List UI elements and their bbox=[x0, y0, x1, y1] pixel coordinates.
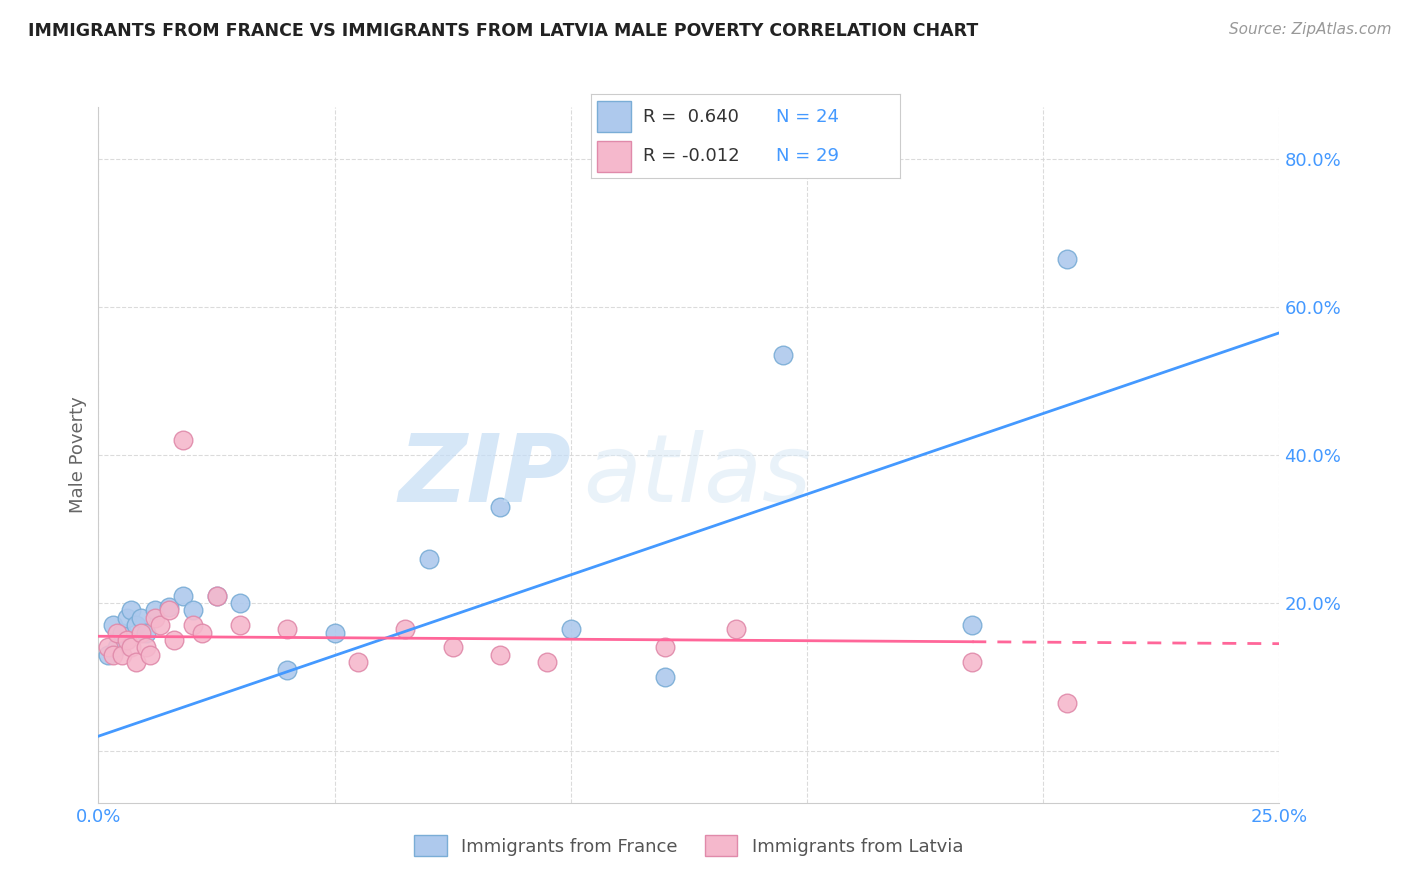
Point bbox=[149, 618, 172, 632]
Point bbox=[135, 640, 157, 655]
Point bbox=[205, 589, 228, 603]
Point bbox=[205, 589, 228, 603]
Point bbox=[121, 603, 143, 617]
Text: N = 24: N = 24 bbox=[776, 108, 839, 126]
Point bbox=[323, 625, 346, 640]
Point bbox=[536, 655, 558, 669]
Point bbox=[654, 670, 676, 684]
Point bbox=[115, 632, 138, 647]
Point bbox=[97, 640, 120, 655]
Point bbox=[276, 622, 298, 636]
Text: ZIP: ZIP bbox=[398, 430, 571, 522]
Point bbox=[105, 640, 128, 655]
Point bbox=[121, 640, 143, 655]
Point bbox=[143, 611, 166, 625]
Text: R = -0.012: R = -0.012 bbox=[643, 147, 740, 165]
Point bbox=[111, 648, 134, 662]
Point bbox=[157, 603, 180, 617]
Point bbox=[125, 655, 148, 669]
Point bbox=[135, 625, 157, 640]
Legend: Immigrants from France, Immigrants from Latvia: Immigrants from France, Immigrants from … bbox=[408, 828, 970, 863]
Point bbox=[725, 622, 748, 636]
Point bbox=[101, 618, 124, 632]
Text: R =  0.640: R = 0.640 bbox=[643, 108, 740, 126]
Point bbox=[560, 622, 582, 636]
Point bbox=[172, 589, 194, 603]
Point bbox=[394, 622, 416, 636]
Point bbox=[276, 663, 298, 677]
Point bbox=[1056, 696, 1078, 710]
Point bbox=[654, 640, 676, 655]
Text: N = 29: N = 29 bbox=[776, 147, 839, 165]
Point bbox=[172, 433, 194, 447]
Point bbox=[129, 611, 152, 625]
Point bbox=[489, 648, 512, 662]
Point bbox=[181, 618, 204, 632]
Y-axis label: Male Poverty: Male Poverty bbox=[69, 397, 87, 513]
FancyBboxPatch shape bbox=[596, 102, 631, 132]
Point bbox=[101, 648, 124, 662]
Point bbox=[129, 625, 152, 640]
Point bbox=[191, 625, 214, 640]
Point bbox=[962, 655, 984, 669]
Point bbox=[229, 618, 252, 632]
Text: IMMIGRANTS FROM FRANCE VS IMMIGRANTS FROM LATVIA MALE POVERTY CORRELATION CHART: IMMIGRANTS FROM FRANCE VS IMMIGRANTS FRO… bbox=[28, 22, 979, 40]
Point bbox=[105, 625, 128, 640]
Point bbox=[125, 618, 148, 632]
Point bbox=[229, 596, 252, 610]
Point bbox=[441, 640, 464, 655]
Point bbox=[962, 618, 984, 632]
Point bbox=[143, 603, 166, 617]
Point bbox=[111, 625, 134, 640]
Point bbox=[347, 655, 370, 669]
Point bbox=[772, 348, 794, 362]
Point bbox=[181, 603, 204, 617]
Point bbox=[163, 632, 186, 647]
Text: Source: ZipAtlas.com: Source: ZipAtlas.com bbox=[1229, 22, 1392, 37]
Point bbox=[157, 599, 180, 614]
Point bbox=[1056, 252, 1078, 266]
Point bbox=[115, 611, 138, 625]
Point bbox=[139, 648, 162, 662]
Point bbox=[97, 648, 120, 662]
FancyBboxPatch shape bbox=[596, 141, 631, 171]
Point bbox=[489, 500, 512, 514]
Text: atlas: atlas bbox=[582, 430, 811, 521]
Point bbox=[418, 551, 440, 566]
